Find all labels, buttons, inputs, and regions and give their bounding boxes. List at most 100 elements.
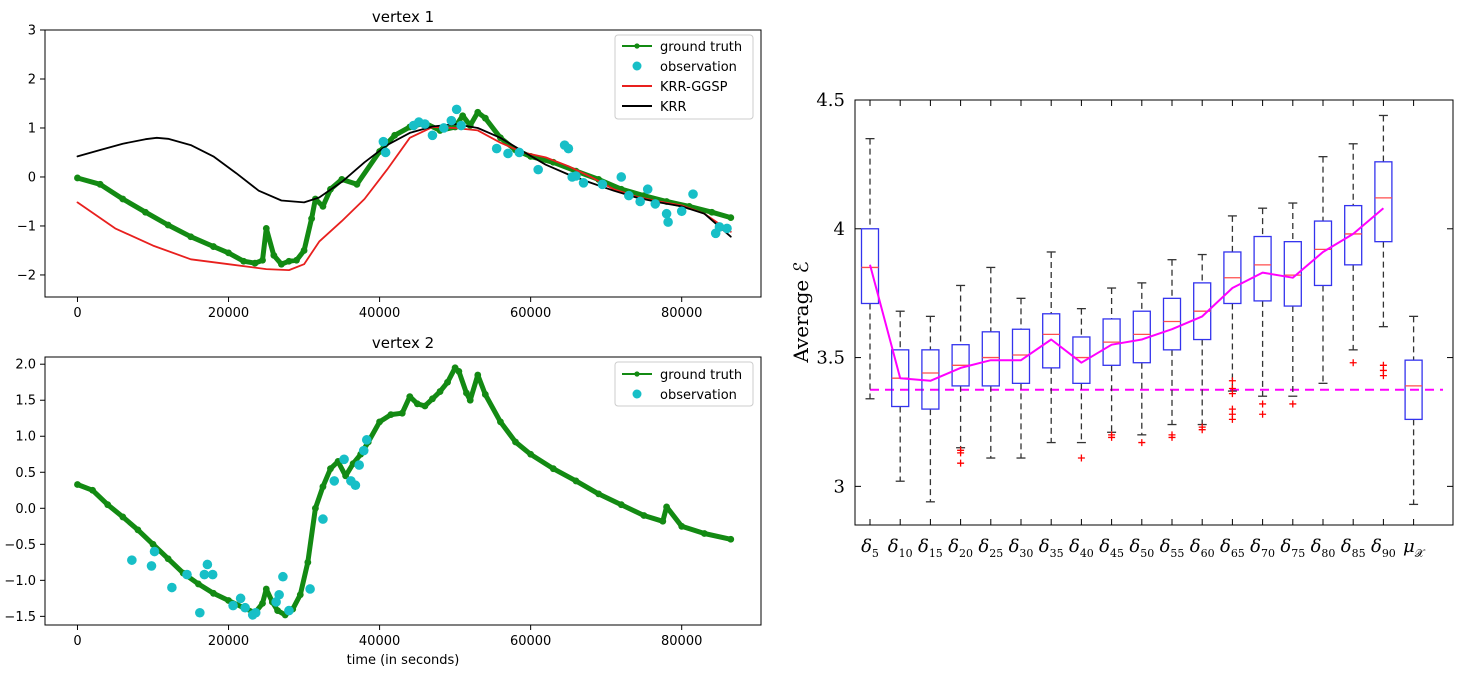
box-2 xyxy=(921,315,940,503)
ground-truth-point xyxy=(549,465,557,473)
x-tick-label: 20000 xyxy=(208,306,249,321)
box-6 xyxy=(1042,251,1061,444)
box-14 xyxy=(1283,202,1302,408)
ground-truth-point xyxy=(225,249,232,257)
ground-truth-point xyxy=(391,131,399,139)
ground-truth-point xyxy=(311,504,319,512)
box-iqr xyxy=(1374,161,1393,243)
ground-truth-point xyxy=(459,112,467,120)
ground-truth-point xyxy=(134,526,142,534)
category-label: δ10 xyxy=(888,536,913,560)
box-8 xyxy=(1102,287,1121,441)
legend-marker-ground-truth xyxy=(634,43,640,49)
y-axis-label-boxplot: Average ℰ xyxy=(789,261,813,363)
observation-point xyxy=(361,435,372,445)
ground-truth-point xyxy=(164,221,172,229)
observation-point xyxy=(235,593,246,604)
box-5 xyxy=(1011,297,1031,459)
observation-point xyxy=(378,136,389,147)
observation-point xyxy=(597,179,608,190)
chart-title-vertex-2: vertex 2 xyxy=(372,334,434,352)
series-krr xyxy=(76,123,732,238)
y-tick-label: 4.5 xyxy=(816,90,845,111)
observation-point xyxy=(358,445,369,456)
ground-truth-point xyxy=(463,389,470,397)
series-observation xyxy=(127,435,372,620)
outlier-marker xyxy=(1228,377,1236,385)
ground-truth-point xyxy=(497,418,504,426)
observation-point xyxy=(676,206,687,217)
observation-point xyxy=(663,217,673,227)
box-15 xyxy=(1313,156,1333,384)
box-13 xyxy=(1253,207,1272,418)
box-4 xyxy=(981,266,1000,459)
ground-truth-point xyxy=(210,589,217,597)
observation-point xyxy=(354,460,364,470)
y-tick-label: 2.0 xyxy=(15,358,36,373)
ground-truth-point xyxy=(119,513,127,521)
chart-title-vertex-1: vertex 1 xyxy=(372,8,434,26)
ground-truth-point xyxy=(319,202,327,210)
box-iqr xyxy=(1313,220,1333,287)
outlier-marker xyxy=(1228,390,1236,398)
ground-truth-point xyxy=(678,522,686,530)
ground-truth-point xyxy=(210,243,217,250)
x-tick-label: 60000 xyxy=(510,306,551,321)
observation-point xyxy=(339,454,349,465)
ground-truth-point xyxy=(149,540,157,548)
observation-point xyxy=(571,171,581,181)
observation-point xyxy=(420,119,430,129)
box-1 xyxy=(891,310,910,482)
ground-truth-point xyxy=(194,580,202,588)
category-label: δ15 xyxy=(918,536,943,560)
observation-point xyxy=(202,559,213,570)
y-tick-label: 3 xyxy=(834,476,845,497)
box-iqr xyxy=(1344,204,1363,266)
box-iqr xyxy=(1283,241,1302,307)
box-9 xyxy=(1132,282,1151,447)
box-7 xyxy=(1072,307,1091,462)
ground-truth-point xyxy=(429,395,436,403)
observation-point xyxy=(491,143,502,154)
observation-point xyxy=(127,555,137,565)
ground-truth-point xyxy=(262,225,270,232)
ground-truth-point xyxy=(455,368,463,375)
category-label: δ30 xyxy=(1009,536,1034,560)
ground-truth-point xyxy=(572,477,580,485)
observation-point xyxy=(207,569,218,580)
x-tick-label: 40000 xyxy=(359,634,400,649)
observation-point xyxy=(688,189,698,199)
plot-frame-vertex-2 xyxy=(44,356,762,626)
box-17 xyxy=(1374,114,1393,380)
x-tick-label: 0 xyxy=(73,634,81,649)
ground-truth-point xyxy=(164,555,172,563)
y-tick-label: 0.0 xyxy=(15,502,36,517)
observation-point xyxy=(240,602,250,613)
ground-truth-point xyxy=(327,465,334,473)
y-tick-label: 4 xyxy=(834,219,845,240)
y-tick-label: −0.5 xyxy=(4,538,36,553)
ground-truth-point xyxy=(466,396,474,404)
ground-truth-point xyxy=(727,214,735,222)
category-label: δ70 xyxy=(1250,536,1275,560)
ground-truth-point xyxy=(104,501,112,509)
outlier-marker xyxy=(1198,426,1206,434)
observation-point xyxy=(438,123,449,133)
x-tick-label: 40000 xyxy=(359,306,400,321)
observation-point xyxy=(380,147,391,158)
observation-point xyxy=(624,190,634,201)
observation-point xyxy=(284,605,294,616)
box-16 xyxy=(1344,143,1363,367)
ground-truth-point xyxy=(342,472,349,480)
ground-truth-point xyxy=(474,108,482,116)
legend-vertex-1: ground truth observation KRR-GGSP KRR xyxy=(614,34,754,120)
x-tick-label: 60000 xyxy=(510,634,551,649)
ground-truth-point xyxy=(308,215,316,223)
ground-truth-point xyxy=(640,512,648,519)
category-label: δ20 xyxy=(948,536,973,560)
observation-point xyxy=(149,546,160,557)
legend-label-observation: observation xyxy=(660,60,737,75)
legend-label-krr-ggsp: KRR-GGSP xyxy=(660,80,728,95)
y-tick-label: −1.0 xyxy=(4,574,36,589)
outlier-marker xyxy=(1379,372,1387,380)
